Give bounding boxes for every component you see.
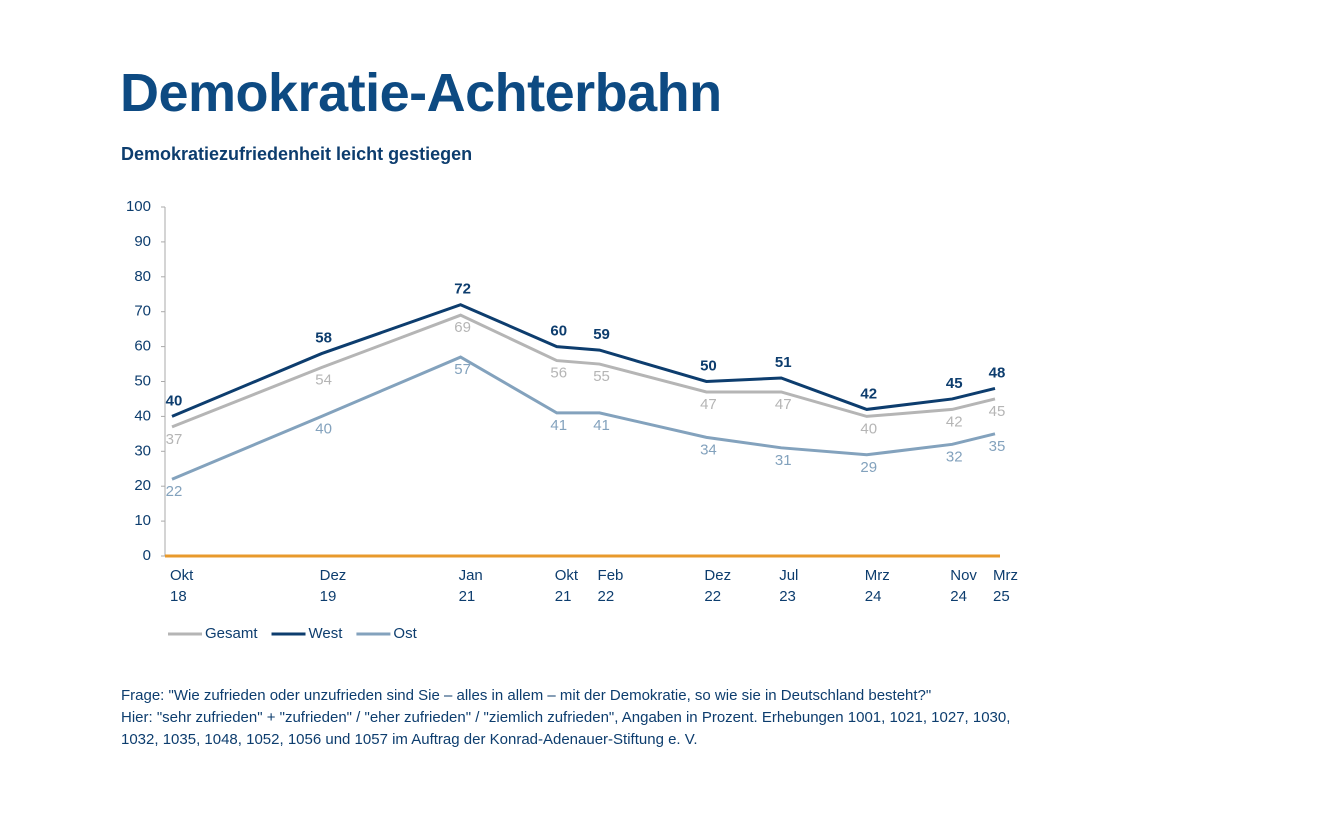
x-tick-label: Okt 21 xyxy=(554,567,579,605)
y-tick-label: 10 xyxy=(134,512,151,529)
data-label: 42 xyxy=(946,413,963,430)
data-label: 45 xyxy=(989,403,1006,420)
data-label: 40 xyxy=(166,392,183,409)
data-label: 47 xyxy=(775,396,792,413)
data-label: 40 xyxy=(315,420,332,437)
y-tick-label: 20 xyxy=(134,477,151,494)
legend-label: Ost xyxy=(393,625,417,642)
y-tick-label: 90 xyxy=(134,233,151,250)
data-label: 31 xyxy=(775,452,792,469)
data-label: 37 xyxy=(166,431,183,448)
x-tick-label: Feb 22 xyxy=(597,567,624,605)
data-label: 60 xyxy=(550,323,567,340)
data-label: 45 xyxy=(946,375,963,392)
data-label: 40 xyxy=(860,420,877,437)
x-tick-label: Jul 23 xyxy=(779,567,799,605)
y-tick-label: 70 xyxy=(134,303,151,320)
x-tick-label: Okt 18 xyxy=(170,567,194,605)
data-label: 69 xyxy=(454,319,471,336)
y-tick-label: 0 xyxy=(143,547,151,564)
data-label: 54 xyxy=(315,372,332,389)
legend-label: West xyxy=(309,625,344,642)
x-tick-label: Nov 24 xyxy=(950,567,977,605)
data-label: 51 xyxy=(775,354,792,371)
y-tick-label: 80 xyxy=(134,268,151,285)
line xyxy=(171,355,996,481)
data-label: 42 xyxy=(860,385,877,402)
x-tick-label: Mrz 24 xyxy=(864,567,890,605)
data-label: 41 xyxy=(593,417,610,434)
x-tick-label: Mrz 25 xyxy=(993,567,1018,605)
data-label: 35 xyxy=(989,438,1006,455)
data-label: 29 xyxy=(860,459,877,476)
line xyxy=(171,313,996,429)
data-label: 32 xyxy=(946,448,963,465)
chart-title: Demokratie-Achterbahn xyxy=(120,63,722,123)
x-tick-label: Dez 22 xyxy=(704,567,732,605)
data-label: 59 xyxy=(593,326,610,343)
legend-label: Gesamt xyxy=(205,625,258,642)
y-tick-label: 30 xyxy=(134,442,151,459)
data-label: 72 xyxy=(454,281,471,298)
y-tick-label: 60 xyxy=(134,338,151,355)
data-label: 50 xyxy=(700,357,717,374)
y-tick-label: 40 xyxy=(134,407,151,424)
x-tick-label: Jan 21 xyxy=(458,567,483,605)
data-label: 58 xyxy=(315,330,332,347)
y-tick-label: 100 xyxy=(126,198,151,215)
data-label: 41 xyxy=(550,417,567,434)
notes: Frage: "Wie zufrieden oder unzufrieden s… xyxy=(121,685,1011,751)
data-label: 48 xyxy=(989,364,1006,381)
data-label: 34 xyxy=(700,441,717,458)
y-tick-label: 50 xyxy=(134,372,151,389)
data-label: 22 xyxy=(166,483,183,500)
data-label: 56 xyxy=(550,365,567,382)
chart-subtitle: Demokratiezufriedenheit leicht gestiegen xyxy=(121,144,473,164)
line xyxy=(171,303,996,418)
note: Frage: "Wie zufrieden oder unzufrieden s… xyxy=(121,687,932,704)
data-label: 55 xyxy=(593,368,610,385)
note: Hier: "sehr zufrieden" + "zufrieden" / "… xyxy=(121,709,1011,748)
data-label: 47 xyxy=(700,396,717,413)
x-tick-label: Dez 19 xyxy=(319,567,347,605)
data-label: 57 xyxy=(454,361,471,378)
